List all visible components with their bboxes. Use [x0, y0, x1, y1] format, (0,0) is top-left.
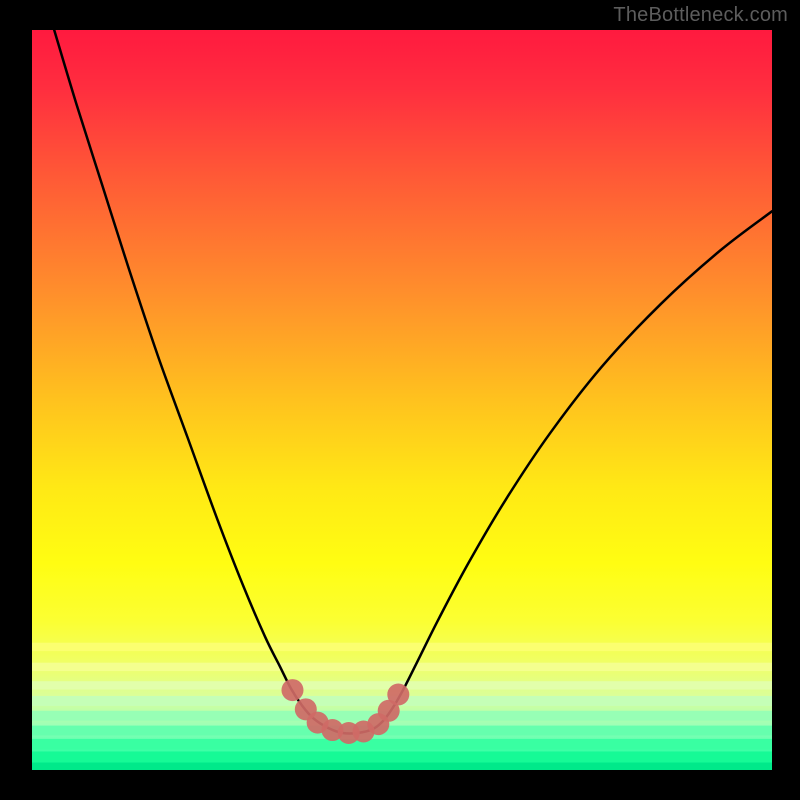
gradient-background: [32, 30, 772, 770]
chart-container: TheBottleneck.com: [0, 0, 800, 800]
plot-area: [32, 30, 772, 770]
watermark-text: TheBottleneck.com: [613, 4, 788, 27]
chart-svg: [32, 30, 772, 770]
